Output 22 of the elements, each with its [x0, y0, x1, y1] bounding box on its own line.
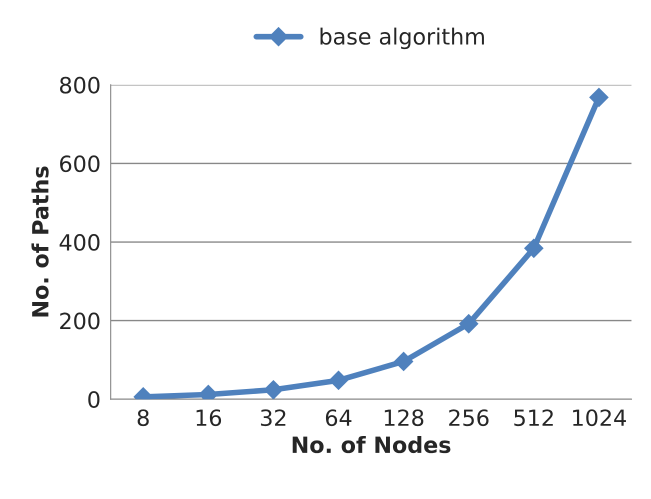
x-tick-label: 16	[196, 409, 222, 426]
point	[524, 238, 544, 258]
y-tick-label: 200	[60, 312, 100, 330]
y-tick-label: 600	[60, 155, 100, 172]
x-tick-label: 64	[326, 409, 352, 426]
y-tick-label: 0	[88, 391, 100, 408]
y-axis-title: No. of Paths	[31, 166, 49, 317]
point	[459, 314, 478, 334]
point	[589, 88, 608, 107]
x-tick-label: 256	[449, 409, 489, 426]
legend-label: base algorithm	[320, 28, 484, 50]
x-tick-label: 32	[260, 409, 286, 426]
x-axis-title: No. of Nodes	[292, 436, 450, 454]
x-tick-label: 512	[514, 409, 553, 426]
y-tick-label: 800	[60, 76, 100, 94]
y-tick-label: 400	[60, 234, 100, 251]
point	[394, 352, 414, 372]
x-tick-label: 8	[138, 409, 149, 426]
point	[328, 370, 348, 390]
point	[264, 380, 283, 400]
x-tick-label: 1024	[573, 409, 626, 426]
x-tick-label: 128	[384, 409, 424, 426]
